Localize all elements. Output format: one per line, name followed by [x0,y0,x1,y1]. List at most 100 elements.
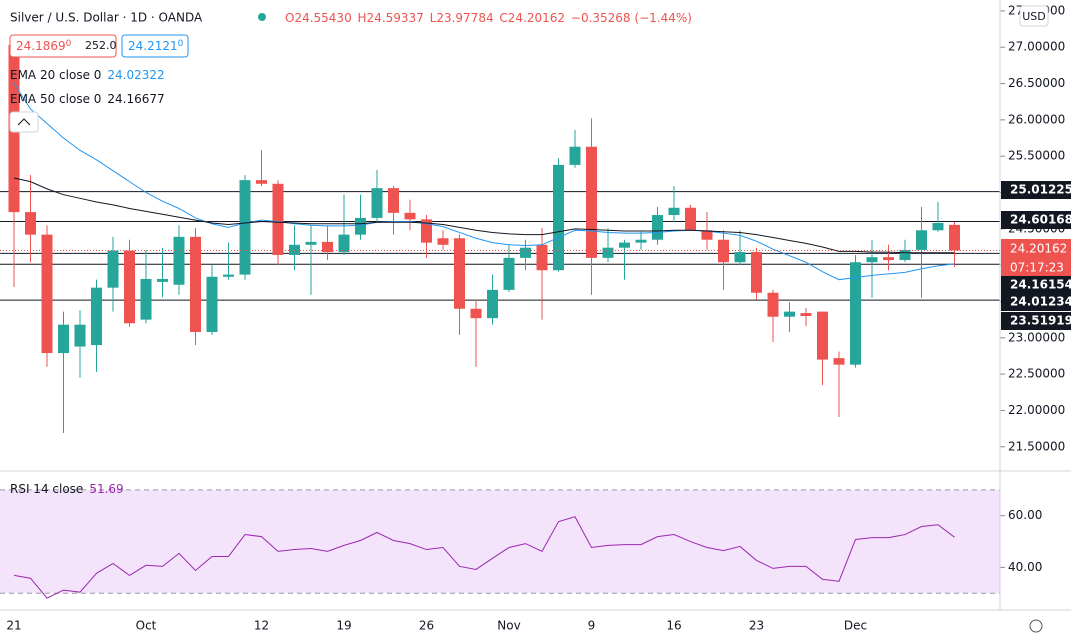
candle-body [256,180,267,184]
ema20-legend: EMA 20 close 0 24.02322 [10,68,165,82]
candle-body [190,236,201,332]
x-tick-label: Dec [844,619,867,633]
candle-body [800,313,812,316]
ohlc-low: L23.97784 [430,11,494,25]
candle-body [586,146,597,258]
ema50-legend: EMA 50 close 0 24.16677 [10,92,165,106]
candle-body [157,278,168,282]
ema20-name: EMA 20 close 0 [10,68,101,82]
candle-body [173,236,185,285]
candle-body [817,311,828,360]
ohlc: O24.55430 H24.59337 L23.97784 C24.20162 … [285,11,692,25]
last-price-box [1001,239,1071,277]
collapse-button[interactable] [9,111,39,133]
rsi-legend: RSI 14 close 51.69 [10,482,124,496]
ask-price[interactable]: 24.2121 [128,39,178,53]
candle-body [701,230,713,240]
bid-price[interactable]: 24.1869 [16,39,66,53]
rsi-name: RSI 14 close [10,482,83,496]
candle-body [784,311,795,317]
candle-body [520,247,531,258]
candle-body [25,212,36,235]
candle-body [437,238,449,245]
candle-body [305,241,317,245]
rsi-band [0,489,1000,594]
candle-body [124,250,135,324]
y-tick-label: 26.50000 [1008,76,1065,90]
buy-box[interactable] [121,34,189,58]
candle-body [916,230,927,250]
level-box [1001,276,1071,294]
candle-body [866,257,878,263]
symbol: Silver / U.S. Dollar · 1D · OANDA [10,11,203,25]
ema50-value: 24.16677 [107,92,164,106]
currency[interactable]: USD [1022,10,1046,23]
plot: 27.5000027.0000026.5000026.0000025.50000… [0,3,1071,633]
candle-body [602,247,614,258]
y-tick-label: 27.00000 [1008,40,1065,54]
candle-body [289,244,300,255]
candle-body [454,238,465,309]
candle-body [734,252,746,263]
candle-body [140,278,152,320]
y-tick-label: 60.00 [1008,508,1042,522]
level-box [1001,293,1071,311]
candle-body [767,292,779,317]
candle-body [322,241,333,253]
ema50-name: EMA 50 close 0 [10,92,101,106]
x-tick-label: 12 [254,619,269,633]
candle-body [91,287,102,346]
candle-body [569,146,581,165]
level-label: 24.01234 [1010,295,1071,309]
candle-body [932,223,944,231]
ohlc-open: O24.55430 [285,11,352,25]
candle-body [503,257,515,290]
y-tick-label: 23.00000 [1008,330,1065,344]
x-tick-label: Nov [497,619,520,633]
level-box [1001,181,1071,199]
candle-body [652,215,663,240]
candle-body [470,308,482,319]
sell-box[interactable] [9,34,117,58]
candle-body [41,234,53,354]
candle-body [223,274,234,277]
candle-body [536,244,548,271]
candle-body [685,207,696,231]
rsi-value: 51.69 [89,482,123,496]
candle-body [58,324,69,354]
ohlc-change: −0.35268 (−1.44%) [571,11,692,25]
candle-body [949,224,960,251]
y-tick-label: 40.00 [1008,560,1042,574]
last-price-label: 24.20162 [1010,242,1067,256]
currency-button[interactable] [1019,5,1049,27]
candle-body [751,252,762,293]
candle-body [107,250,119,288]
candle-body [74,324,86,347]
market-status [258,13,266,21]
collapse-icon[interactable] [17,118,31,126]
x-tick-label: 21 [6,619,21,633]
spread: 252.0 [85,39,117,52]
y-tick-label: 25.50000 [1008,149,1065,163]
settings-icon[interactable] [1029,619,1043,633]
ask-sup[interactable]: 0 [178,39,184,49]
bid-sup[interactable]: 0 [66,39,72,49]
countdown: 07:17:23 [1010,261,1064,275]
candle-body [635,239,647,243]
x-tick-label: 19 [336,619,351,633]
y-tick-label: 22.50000 [1008,367,1065,381]
level-label: 24.60168 [1010,213,1071,227]
candle-body [619,242,630,248]
ask[interactable]: 24.21210 [128,39,184,53]
bid[interactable]: 24.18690 [16,39,72,53]
candle-body [404,212,416,220]
candle-body [833,358,845,365]
candle-body [338,234,350,253]
x-tick-label: 9 [588,619,596,633]
candle-body [421,219,432,243]
candle-body [388,188,399,213]
rsi-line [13,516,955,599]
candle-body [355,217,366,235]
y-tick-label: 26.00000 [1008,112,1065,126]
